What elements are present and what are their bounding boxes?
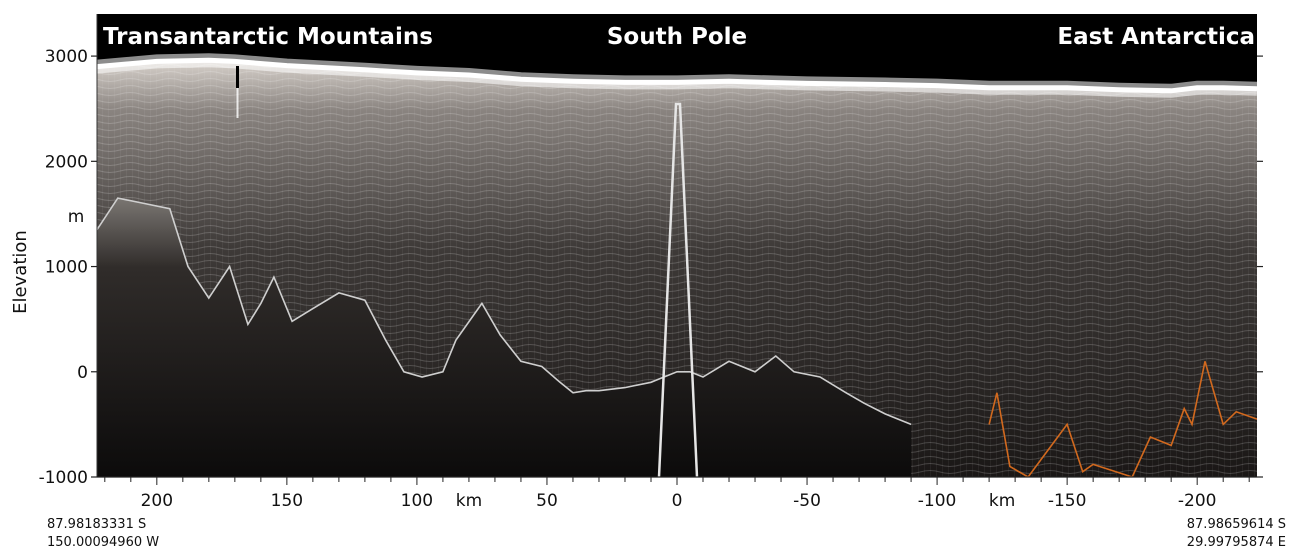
x-tick-label: 0 xyxy=(672,491,683,511)
data-gap-strip xyxy=(236,88,239,118)
y-tick-label: 1000 xyxy=(45,258,88,278)
ice-surface-line xyxy=(97,57,1257,94)
right-longitude: 29.99795874 E xyxy=(1187,535,1286,550)
subglacial-bed-fill xyxy=(97,198,912,477)
x-tick-label: -200 xyxy=(1178,491,1217,511)
x-unit-label: km xyxy=(989,491,1015,511)
left-latitude: 87.98183331 S xyxy=(47,517,146,532)
x-tick-label: 50 xyxy=(536,491,558,511)
plot-area xyxy=(97,14,1257,477)
x-tick-label: -150 xyxy=(1048,491,1087,511)
y-tick-label: 0 xyxy=(77,363,88,383)
data-gap-mark xyxy=(236,66,239,88)
region-label: South Pole xyxy=(607,24,747,50)
bed-reflector-line xyxy=(97,197,912,426)
y-tick-label: 2000 xyxy=(45,152,88,172)
x-tick-label: 150 xyxy=(271,491,303,511)
right-latitude: 87.98659614 S xyxy=(1187,517,1286,532)
x-axis: 200 150 100 50 0 -50 -100 -150 -200 km km xyxy=(97,476,1257,511)
region-label: East Antarctica xyxy=(1057,24,1255,50)
region-label: Transantarctic Mountains xyxy=(103,24,433,50)
bed-reflector-alt-line xyxy=(988,361,1257,477)
pole-camp-artifact xyxy=(657,102,699,477)
y-axis-title: Elevation xyxy=(10,230,31,314)
y-axis-unit: m xyxy=(68,207,85,227)
x-tick-label: -50 xyxy=(793,491,821,511)
y-tick-label: -1000 xyxy=(39,468,88,488)
x-tick-label: 100 xyxy=(401,491,433,511)
region-labels: Transantarctic Mountains South Pole East A… xyxy=(103,24,1255,50)
y-tick-label: 3000 xyxy=(45,47,88,67)
x-tick-label: 200 xyxy=(141,491,173,511)
y-axis: -1000 0 1000 2000 3000 xyxy=(39,14,1263,488)
x-unit-label: km xyxy=(456,491,482,511)
left-endpoint-coordinates: 87.98183331 S 150.00094960 W xyxy=(47,517,159,550)
x-tick-label: -100 xyxy=(918,491,957,511)
left-longitude: 150.00094960 W xyxy=(47,535,159,550)
right-endpoint-coordinates: 87.98659614 S 29.99795874 E xyxy=(1187,517,1286,550)
